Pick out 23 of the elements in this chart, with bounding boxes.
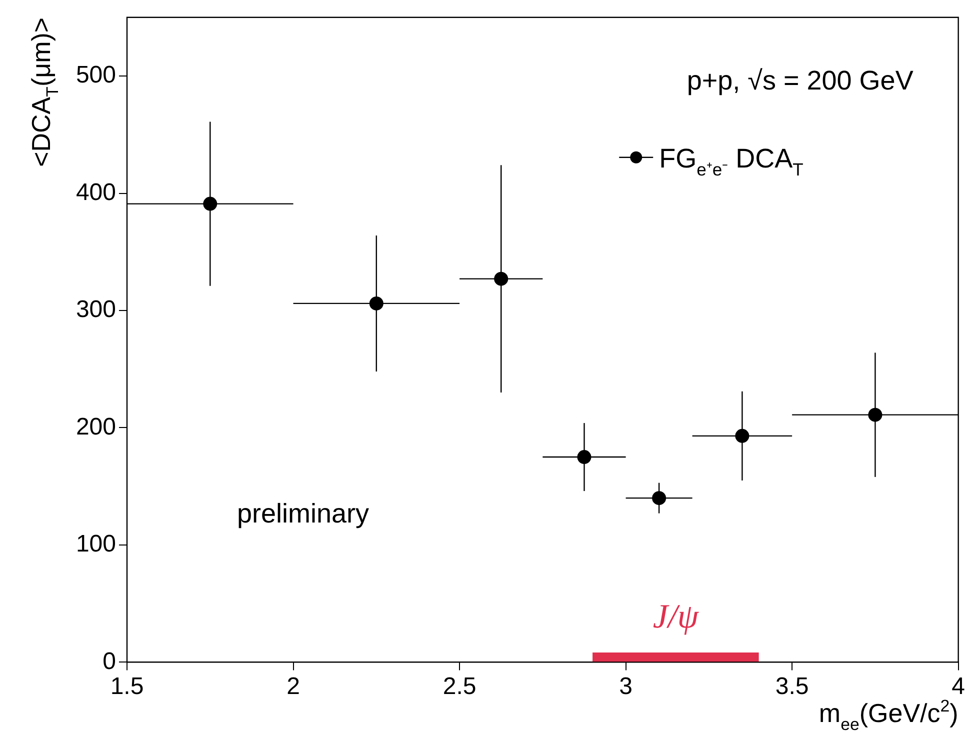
y-tick-label: 0 — [102, 648, 116, 675]
annotation: p+p, √s = 200 GeV — [686, 65, 914, 96]
point — [868, 408, 882, 422]
point — [369, 296, 384, 310]
y-tick-label: 400 — [76, 178, 116, 206]
x-tick-label: 2 — [286, 673, 300, 700]
x-tick-label: 1.5 — [110, 673, 144, 700]
annotation: preliminary — [237, 498, 370, 528]
y-tick-label: 500 — [76, 62, 116, 89]
x-tick-label: 2.5 — [442, 673, 476, 700]
y-tick-label: 300 — [76, 296, 116, 324]
point — [577, 450, 592, 464]
y-tick-label: 100 — [76, 530, 116, 558]
point — [203, 196, 218, 211]
x-tick-label: 4 — [952, 673, 966, 700]
x-tick-label: 3 — [619, 673, 632, 700]
series-label: J/ψ — [652, 598, 700, 636]
x-tick-label: 3.5 — [775, 673, 809, 700]
point — [494, 272, 508, 286]
point — [652, 491, 666, 506]
point — [735, 428, 750, 443]
y-tick-label: 200 — [76, 413, 116, 440]
y-axis-title: <DCAT(μm)> — [26, 17, 62, 167]
